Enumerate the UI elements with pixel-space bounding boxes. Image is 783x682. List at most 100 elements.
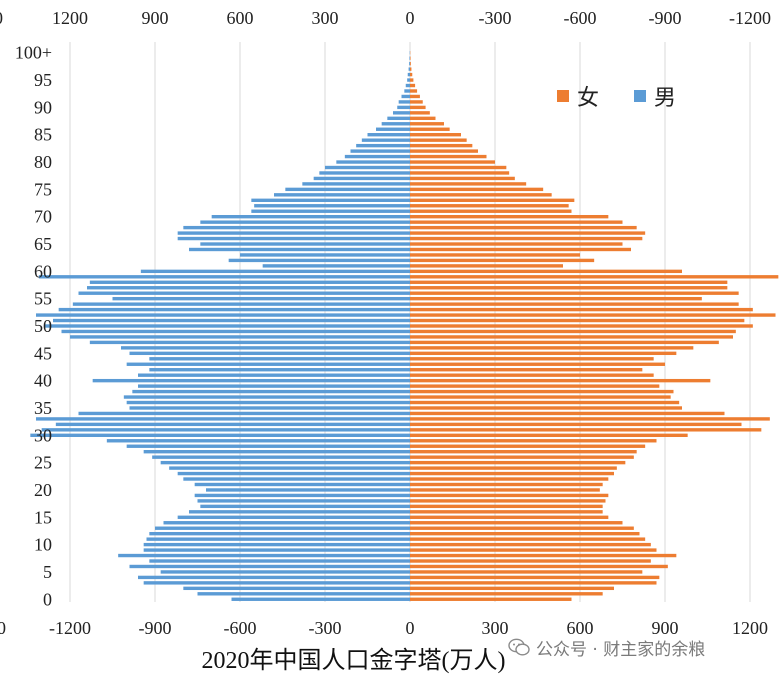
bar-male-62	[229, 259, 410, 262]
y-tick-label-4: 20	[34, 480, 52, 500]
bar-male-53	[59, 308, 410, 311]
watermark-text: 公众号 · 财主家的余粮	[536, 635, 705, 660]
y-tick-label-13: 65	[34, 234, 52, 254]
bar-female-18	[410, 499, 606, 502]
bar-male-39	[138, 384, 410, 387]
bar-male-51	[53, 319, 410, 322]
bar-female-7	[410, 559, 651, 562]
bar-female-46	[410, 346, 693, 349]
bar-male-6	[130, 565, 411, 568]
bar-female-52	[410, 313, 776, 316]
bar-female-73	[410, 199, 574, 202]
bar-female-75	[410, 188, 543, 191]
bar-female-50	[410, 324, 753, 327]
bar-female-36	[410, 401, 679, 404]
bar-female-91	[410, 100, 423, 103]
bar-male-3	[144, 581, 410, 584]
bar-male-86	[376, 128, 410, 131]
bar-female-94	[410, 84, 415, 87]
bar-male-30	[30, 434, 410, 437]
bar-male-90	[397, 106, 410, 109]
bar-male-82	[351, 149, 411, 152]
y-tick-label-17: 85	[34, 125, 52, 145]
bar-male-15	[178, 516, 410, 519]
bar-female-28	[410, 445, 645, 448]
bar-female-71	[410, 210, 572, 213]
y-tick-label-2: 10	[34, 535, 52, 555]
bar-male-98	[409, 62, 410, 65]
bar-male-47	[90, 341, 410, 344]
bar-male-54	[73, 302, 410, 305]
y-tick-label-3: 15	[34, 507, 52, 527]
bar-female-26	[410, 455, 634, 458]
bar-female-44	[410, 357, 654, 360]
bar-male-12	[149, 532, 410, 535]
y-tick-label-16: 80	[34, 152, 52, 172]
bottom-tick-label-1: -1200	[49, 618, 91, 638]
bar-female-39	[410, 384, 659, 387]
y-tick-label-20: 100+	[15, 43, 52, 63]
bar-male-75	[285, 188, 410, 191]
top-tick-label-9: -1200	[729, 8, 771, 28]
bar-female-78	[410, 171, 509, 174]
bar-female-63	[410, 253, 580, 256]
bar-female-61	[410, 264, 563, 267]
bar-female-68	[410, 226, 637, 229]
bar-male-83	[356, 144, 410, 147]
bar-male-23	[178, 472, 410, 475]
bar-female-82	[410, 149, 478, 152]
bar-male-35	[130, 406, 411, 409]
bar-female-80	[410, 160, 495, 163]
y-tick-label-15: 75	[34, 179, 52, 199]
bar-male-89	[393, 111, 410, 114]
bar-male-71	[251, 210, 410, 213]
bar-female-67	[410, 231, 645, 234]
bar-male-64	[189, 248, 410, 251]
bar-male-52	[36, 313, 410, 316]
bar-male-33	[36, 417, 410, 420]
bar-female-13	[410, 527, 634, 530]
bar-male-68	[183, 226, 410, 229]
y-tick-label-8: 40	[34, 371, 52, 391]
bar-female-10	[410, 543, 651, 546]
bar-female-47	[410, 341, 719, 344]
bar-male-5	[161, 570, 410, 573]
bar-female-62	[410, 259, 594, 262]
bar-female-1	[410, 592, 603, 595]
bar-male-9	[144, 548, 410, 551]
y-tick-label-19: 95	[34, 70, 52, 90]
bar-male-79	[325, 166, 410, 169]
top-tick-label-6: -300	[479, 8, 512, 28]
bar-female-89	[410, 111, 430, 114]
bar-female-5	[410, 570, 642, 573]
bar-male-78	[319, 171, 410, 174]
bar-male-22	[183, 477, 410, 480]
bar-male-63	[240, 253, 410, 256]
bar-male-31	[42, 428, 410, 431]
bar-male-34	[79, 412, 411, 415]
bar-female-3	[410, 581, 657, 584]
bar-male-65	[200, 242, 410, 245]
top-tick-label-3: 600	[227, 8, 254, 28]
bar-female-65	[410, 242, 623, 245]
bar-female-97	[410, 67, 411, 70]
bar-female-79	[410, 166, 506, 169]
bottom-tick-label-4: -300	[309, 618, 342, 638]
bar-male-88	[387, 117, 410, 120]
bar-male-27	[144, 450, 410, 453]
legend-label-1: 男	[654, 85, 676, 110]
bar-male-46	[121, 346, 410, 349]
top-tick-label-2: 900	[142, 8, 169, 28]
bar-female-59	[410, 275, 778, 278]
bar-male-73	[251, 199, 410, 202]
bar-male-58	[90, 281, 410, 284]
bottom-tick-label-6: 300	[482, 618, 509, 638]
top-tick-label-8: -900	[649, 8, 682, 28]
bar-female-15	[410, 516, 608, 519]
y-tick-label-0: 0	[43, 589, 52, 609]
top-tick-label-7: -600	[564, 8, 597, 28]
bar-male-28	[127, 445, 410, 448]
bar-female-51	[410, 319, 744, 322]
